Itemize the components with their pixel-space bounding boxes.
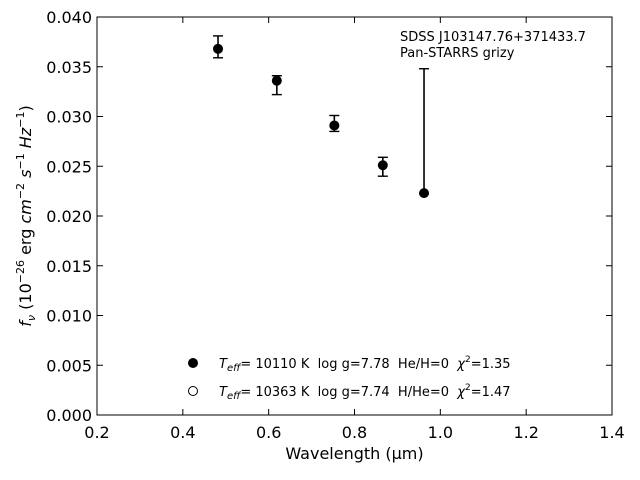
axis-ticks: 0.2 0.4 0.6 0.8 1.0 1.2 1.4 0.000 0.005 0.010 0.01… bbox=[46, 8, 625, 442]
annotation-line-2: Pan-STARRS grizy bbox=[400, 46, 515, 61]
data-marks bbox=[213, 35, 430, 199]
y-axis-label: fν (10−26 erg cm−2 s−1 Hz−1) bbox=[14, 105, 38, 326]
y-tick-label: 0.025 bbox=[46, 157, 92, 176]
x-axis-label: Wavelength (μm) bbox=[285, 444, 423, 463]
legend-marker-open bbox=[188, 386, 198, 396]
y-tick-label: 0.015 bbox=[46, 257, 92, 276]
x-tick-label: 0.4 bbox=[170, 423, 195, 442]
x-tick-label: 1.0 bbox=[428, 423, 453, 442]
y-tick-label: 0.010 bbox=[46, 307, 92, 326]
y-tick-label: 0.035 bbox=[46, 58, 92, 77]
data-point bbox=[419, 188, 430, 199]
annotation: SDSS J103147.76+371433.7 Pan-STARRS griz… bbox=[400, 30, 586, 61]
x-tick-label: 1.4 bbox=[599, 423, 624, 442]
x-tick-label: 0.8 bbox=[342, 423, 367, 442]
legend: Teff= 10110 K log g=7.78 He/H=0 χ2=1.35 … bbox=[188, 355, 511, 402]
legend-marker-filled bbox=[188, 358, 198, 368]
legend-entry-1: Teff= 10110 K log g=7.78 He/H=0 χ2=1.35 bbox=[219, 355, 511, 374]
y-tick-label: 0.040 bbox=[46, 8, 92, 27]
y-tick-label: 0.005 bbox=[46, 356, 92, 375]
data-point bbox=[377, 160, 388, 171]
data-point bbox=[213, 43, 224, 54]
x-tick-label: 0.2 bbox=[84, 423, 109, 442]
data-point bbox=[271, 75, 282, 86]
x-tick-label: 1.2 bbox=[513, 423, 538, 442]
y-tick-label: 0.000 bbox=[46, 406, 92, 425]
legend-entry-2: Teff= 10363 K log g=7.74 H/He=0 χ2=1.47 bbox=[219, 383, 511, 402]
data-point bbox=[329, 120, 340, 131]
y-tick-label: 0.020 bbox=[46, 207, 92, 226]
annotation-line-1: SDSS J103147.76+371433.7 bbox=[400, 30, 586, 45]
y-tick-label: 0.030 bbox=[46, 108, 92, 127]
x-tick-label: 0.6 bbox=[256, 423, 281, 442]
plot-frame bbox=[96, 16, 613, 416]
